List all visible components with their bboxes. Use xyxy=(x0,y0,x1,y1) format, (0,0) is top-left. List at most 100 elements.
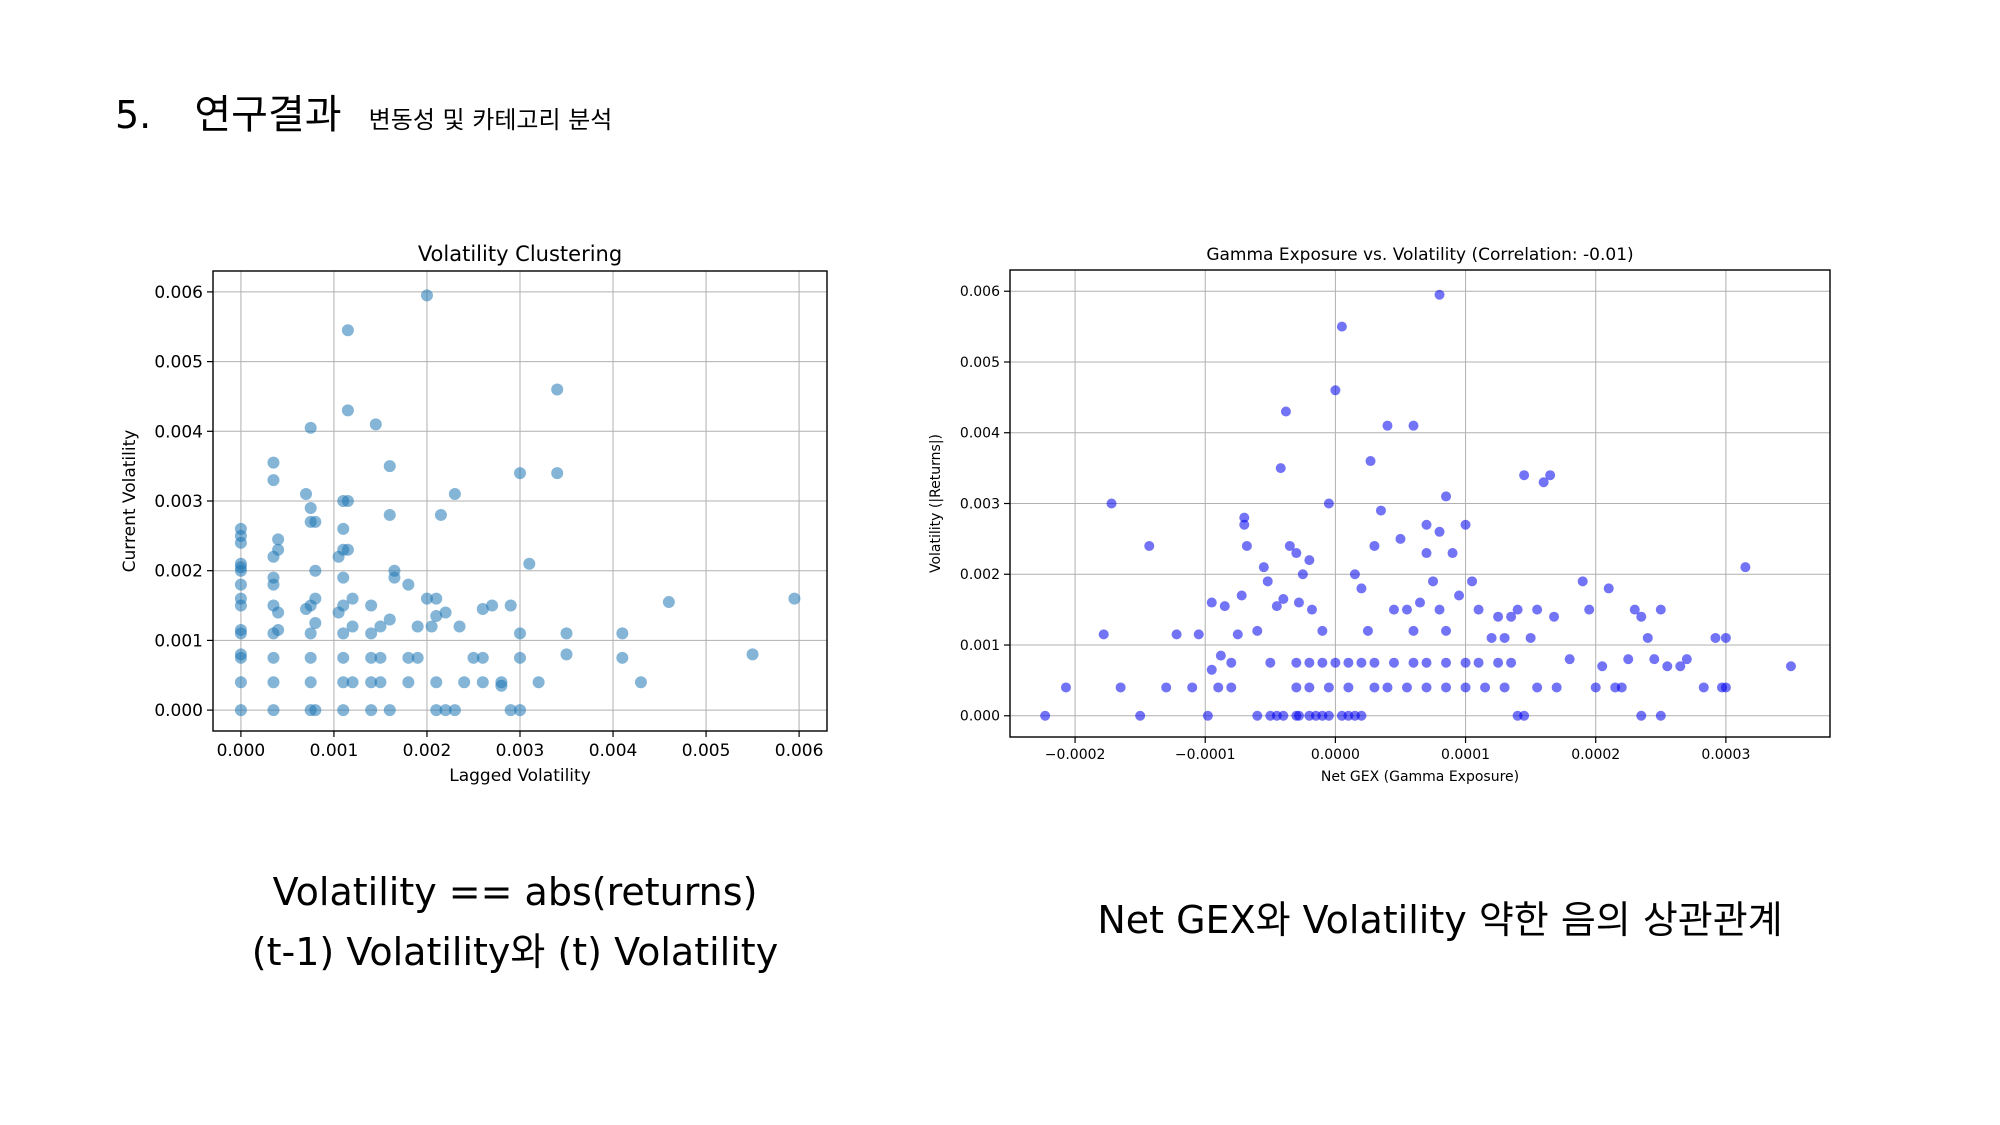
left-data-point xyxy=(411,620,424,633)
right-data-point xyxy=(1291,657,1302,668)
left-data-point xyxy=(369,418,382,431)
right-data-point xyxy=(1291,548,1302,559)
right-data-point xyxy=(1362,625,1373,636)
left-data-point xyxy=(434,508,447,521)
left-xtick-label: 0.004 xyxy=(589,741,638,761)
right-y-axis-label: Volatility (|Returns|) xyxy=(928,434,944,573)
right-data-point xyxy=(1441,657,1452,668)
right-caption: Net GEX와 Volatility 약한 음의 상관관계 xyxy=(1097,898,1783,942)
left-data-point xyxy=(430,676,443,689)
left-data-point xyxy=(420,289,433,302)
left-data-point xyxy=(234,676,247,689)
left-y-axis-label: Current Volatility xyxy=(120,430,140,573)
left-chart-title: Volatility Clustering xyxy=(418,242,622,266)
right-data-point xyxy=(1135,710,1146,721)
left-data-point xyxy=(495,679,508,692)
right-ytick-label: 0.004 xyxy=(960,426,1000,442)
right-data-point xyxy=(1454,590,1465,601)
left-data-point xyxy=(365,651,378,664)
right-data-point xyxy=(1304,555,1315,566)
left-data-point xyxy=(616,651,629,664)
left-data-point xyxy=(504,599,517,612)
right-data-point xyxy=(1590,682,1601,693)
left-ytick-label: 0.002 xyxy=(154,562,203,582)
right-data-point xyxy=(1356,583,1367,594)
right-data-point xyxy=(1226,682,1237,693)
right-data-point xyxy=(1577,576,1588,587)
left-data-point xyxy=(365,599,378,612)
right-data-point xyxy=(1369,682,1380,693)
left-data-point xyxy=(388,571,401,584)
left-data-point xyxy=(346,592,359,605)
left-data-point xyxy=(337,676,350,689)
left-data-point xyxy=(365,627,378,640)
left-xtick-label: 0.001 xyxy=(310,741,359,761)
left-data-point xyxy=(425,620,438,633)
left-data-point xyxy=(272,606,285,619)
left-data-point xyxy=(383,704,396,717)
left-data-point xyxy=(453,620,466,633)
right-plot-frame xyxy=(1009,269,1831,738)
right-data-point xyxy=(1493,657,1504,668)
right-data-point xyxy=(1421,657,1432,668)
left-data-point xyxy=(300,603,313,616)
right-data-point xyxy=(1278,710,1289,721)
left-data-point xyxy=(267,704,280,717)
left-data-point xyxy=(532,676,545,689)
right-data-point xyxy=(1584,604,1595,615)
right-data-point xyxy=(1232,629,1243,640)
right-data-point xyxy=(1241,540,1252,551)
right-xtick-label: 0.0002 xyxy=(1571,747,1620,763)
left-data-point xyxy=(234,592,247,605)
left-ytick-label: 0.004 xyxy=(154,422,203,442)
right-data-point xyxy=(1447,548,1458,559)
left-data-point xyxy=(383,460,396,473)
right-data-point xyxy=(1441,625,1452,636)
left-data-point xyxy=(337,651,350,664)
left-ytick-label: 0.005 xyxy=(154,353,203,373)
left-data-point xyxy=(234,557,247,570)
section-title: 연구결과 xyxy=(194,92,342,138)
right-ytick-label: 0.005 xyxy=(960,355,1000,371)
right-data-point xyxy=(1720,682,1731,693)
right-data-point xyxy=(1375,505,1386,516)
right-data-point xyxy=(1473,604,1484,615)
right-xtick-label: 0.0003 xyxy=(1701,747,1750,763)
right-data-point xyxy=(1239,512,1250,523)
right-data-point xyxy=(1675,661,1686,672)
right-data-point xyxy=(1356,710,1367,721)
left-xtick-label: 0.002 xyxy=(403,741,452,761)
left-data-point xyxy=(267,676,280,689)
right-data-point xyxy=(1304,682,1315,693)
left-data-point xyxy=(430,704,443,717)
left-data-point xyxy=(374,620,387,633)
right-data-point xyxy=(1649,654,1660,665)
right-data-point xyxy=(1293,710,1304,721)
right-ytick-label: 0.000 xyxy=(960,709,1000,725)
left-data-point xyxy=(476,651,489,664)
right-data-point xyxy=(1202,710,1213,721)
left-data-point xyxy=(476,603,489,616)
right-data-point xyxy=(1698,682,1709,693)
left-xtick-label: 0.003 xyxy=(496,741,545,761)
left-data-point xyxy=(402,651,415,664)
left-data-point xyxy=(267,571,280,584)
right-data-point xyxy=(1336,321,1347,332)
right-data-point xyxy=(1551,682,1562,693)
left-data-point xyxy=(365,704,378,717)
right-data-point xyxy=(1408,657,1419,668)
right-data-point xyxy=(1252,625,1263,636)
left-data-point xyxy=(514,704,526,717)
right-data-point xyxy=(1106,498,1117,509)
slide-heading: 5. 연구결과 변동성 및 카테고리 분석 xyxy=(115,82,612,140)
right-data-point xyxy=(1629,604,1640,615)
right-data-point xyxy=(1262,576,1273,587)
left-data-point xyxy=(448,488,461,501)
left-data-point xyxy=(439,606,452,619)
left-data-point xyxy=(448,704,461,717)
left-data-point xyxy=(234,522,247,535)
right-data-point xyxy=(1545,470,1556,481)
right-xtick-label: −0.0002 xyxy=(1045,747,1106,763)
right-data-point xyxy=(1356,657,1367,668)
left-data-point xyxy=(476,676,489,689)
